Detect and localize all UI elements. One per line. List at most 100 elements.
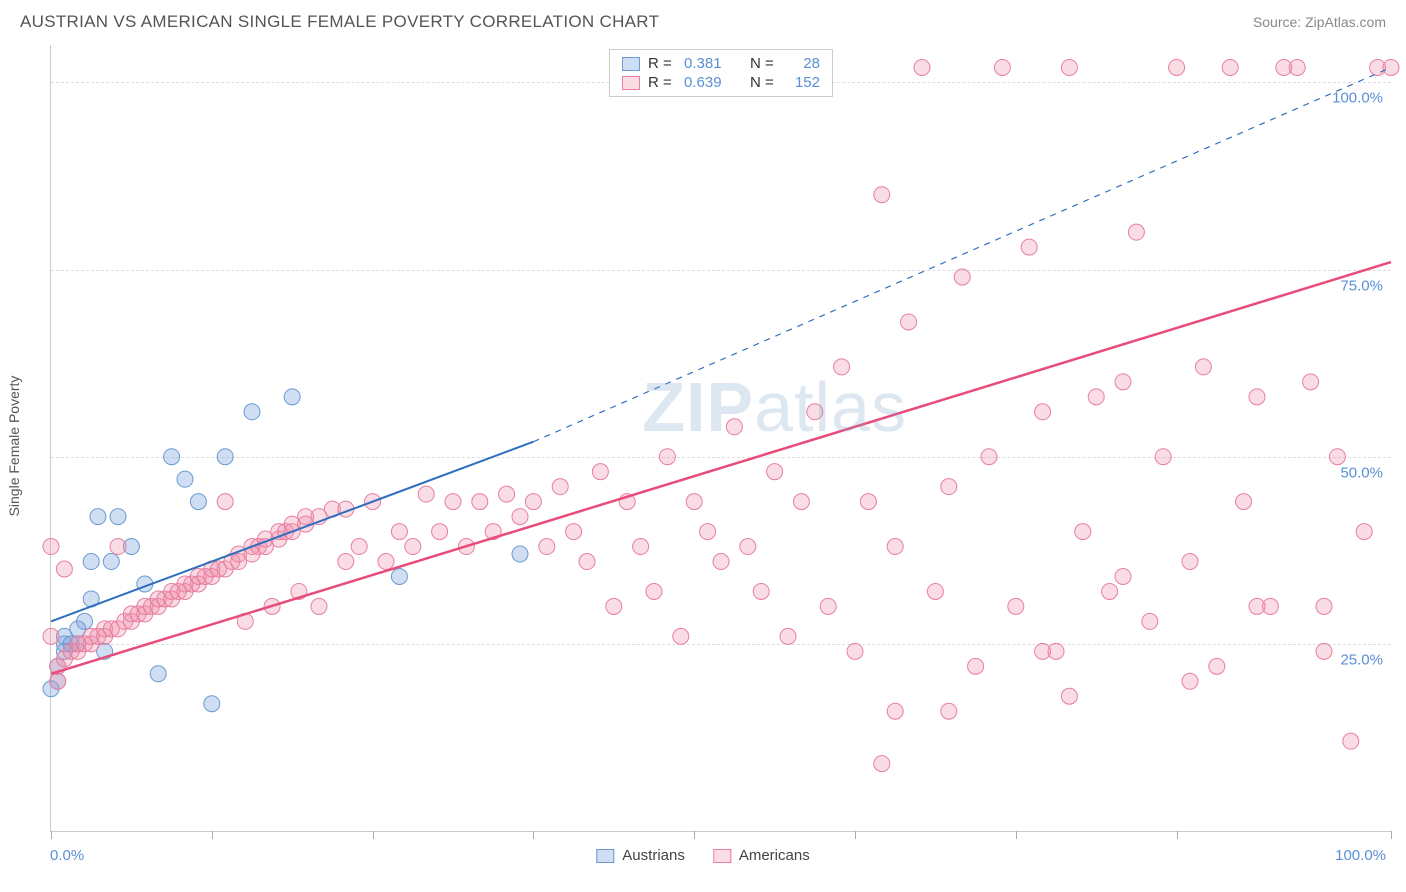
data-point <box>525 494 541 510</box>
x-tick <box>373 831 374 839</box>
legend-row: R =0.381N =28 <box>622 54 820 73</box>
legend-row: R =0.639N =152 <box>622 73 820 92</box>
data-point <box>1343 733 1359 749</box>
data-point <box>311 598 327 614</box>
legend-n-label: N = <box>750 74 778 91</box>
series-legend-item: Americans <box>713 847 810 864</box>
data-point <box>1195 359 1211 375</box>
data-point <box>103 554 119 570</box>
data-point <box>432 524 448 540</box>
data-point <box>874 187 890 203</box>
data-point <box>834 359 850 375</box>
legend-swatch <box>622 57 640 71</box>
data-point <box>499 486 515 502</box>
data-point <box>1383 59 1399 75</box>
data-point <box>981 449 997 465</box>
data-point <box>927 583 943 599</box>
data-point <box>566 524 582 540</box>
data-point <box>1035 643 1051 659</box>
data-point <box>1249 598 1265 614</box>
x-axis-max-label: 100.0% <box>1335 847 1386 864</box>
data-point <box>43 539 59 555</box>
data-point <box>472 494 488 510</box>
data-point <box>673 628 689 644</box>
data-point <box>887 703 903 719</box>
legend-swatch <box>596 849 614 863</box>
chart-title: AUSTRIAN VS AMERICAN SINGLE FEMALE POVER… <box>20 12 659 32</box>
x-tick <box>694 831 695 839</box>
data-point <box>405 539 421 555</box>
data-point <box>110 509 126 525</box>
data-point <box>1316 598 1332 614</box>
data-point <box>1155 449 1171 465</box>
data-point <box>1115 374 1131 390</box>
data-point <box>994 59 1010 75</box>
x-tick <box>1391 831 1392 839</box>
data-point <box>1115 568 1131 584</box>
data-point <box>1303 374 1319 390</box>
data-point <box>1035 404 1051 420</box>
legend-n-label: N = <box>750 55 778 72</box>
y-axis-label: Single Female Poverty <box>6 376 22 517</box>
data-point <box>539 539 555 555</box>
data-point <box>726 419 742 435</box>
data-point <box>767 464 783 480</box>
trend-line <box>51 262 1391 674</box>
data-point <box>177 471 193 487</box>
series-name: Americans <box>739 847 810 864</box>
data-point <box>1061 688 1077 704</box>
data-point <box>700 524 716 540</box>
data-point <box>351 539 367 555</box>
data-point <box>753 583 769 599</box>
data-point <box>512 509 528 525</box>
data-point <box>1329 449 1345 465</box>
data-point <box>874 756 890 772</box>
data-point <box>807 404 823 420</box>
chart-plot-area: 25.0%50.0%75.0%100.0% ZIPatlas R =0.381N… <box>50 45 1391 832</box>
data-point <box>391 568 407 584</box>
data-point <box>860 494 876 510</box>
data-point <box>1316 643 1332 659</box>
data-point <box>941 703 957 719</box>
data-point <box>391 524 407 540</box>
data-point <box>793 494 809 510</box>
x-tick <box>855 831 856 839</box>
data-point <box>217 449 233 465</box>
series-name: Austrians <box>622 847 685 864</box>
data-point <box>552 479 568 495</box>
data-point <box>1182 554 1198 570</box>
data-point <box>90 509 106 525</box>
data-point <box>1061 59 1077 75</box>
data-point <box>954 269 970 285</box>
series-legend-item: Austrians <box>596 847 685 864</box>
legend-r-label: R = <box>648 74 676 91</box>
data-point <box>50 673 66 689</box>
data-point <box>83 554 99 570</box>
x-tick <box>212 831 213 839</box>
data-point <box>418 486 434 502</box>
data-point <box>150 666 166 682</box>
data-point <box>1142 613 1158 629</box>
data-point <box>1008 598 1024 614</box>
data-point <box>1169 59 1185 75</box>
data-point <box>77 613 93 629</box>
data-point <box>1182 673 1198 689</box>
data-point <box>847 643 863 659</box>
chart-svg <box>51 45 1391 831</box>
x-axis-min-label: 0.0% <box>50 847 84 864</box>
data-point <box>1222 59 1238 75</box>
data-point <box>592 464 608 480</box>
data-point <box>1088 389 1104 405</box>
legend-swatch <box>622 76 640 90</box>
data-point <box>713 554 729 570</box>
data-point <box>941 479 957 495</box>
legend-n-value: 28 <box>786 55 820 72</box>
data-point <box>968 658 984 674</box>
data-point <box>646 583 662 599</box>
data-point <box>1102 583 1118 599</box>
legend-r-value: 0.639 <box>684 74 742 91</box>
trend-line-extrapolated <box>533 67 1391 441</box>
data-point <box>164 449 180 465</box>
data-point <box>659 449 675 465</box>
data-point <box>217 494 233 510</box>
